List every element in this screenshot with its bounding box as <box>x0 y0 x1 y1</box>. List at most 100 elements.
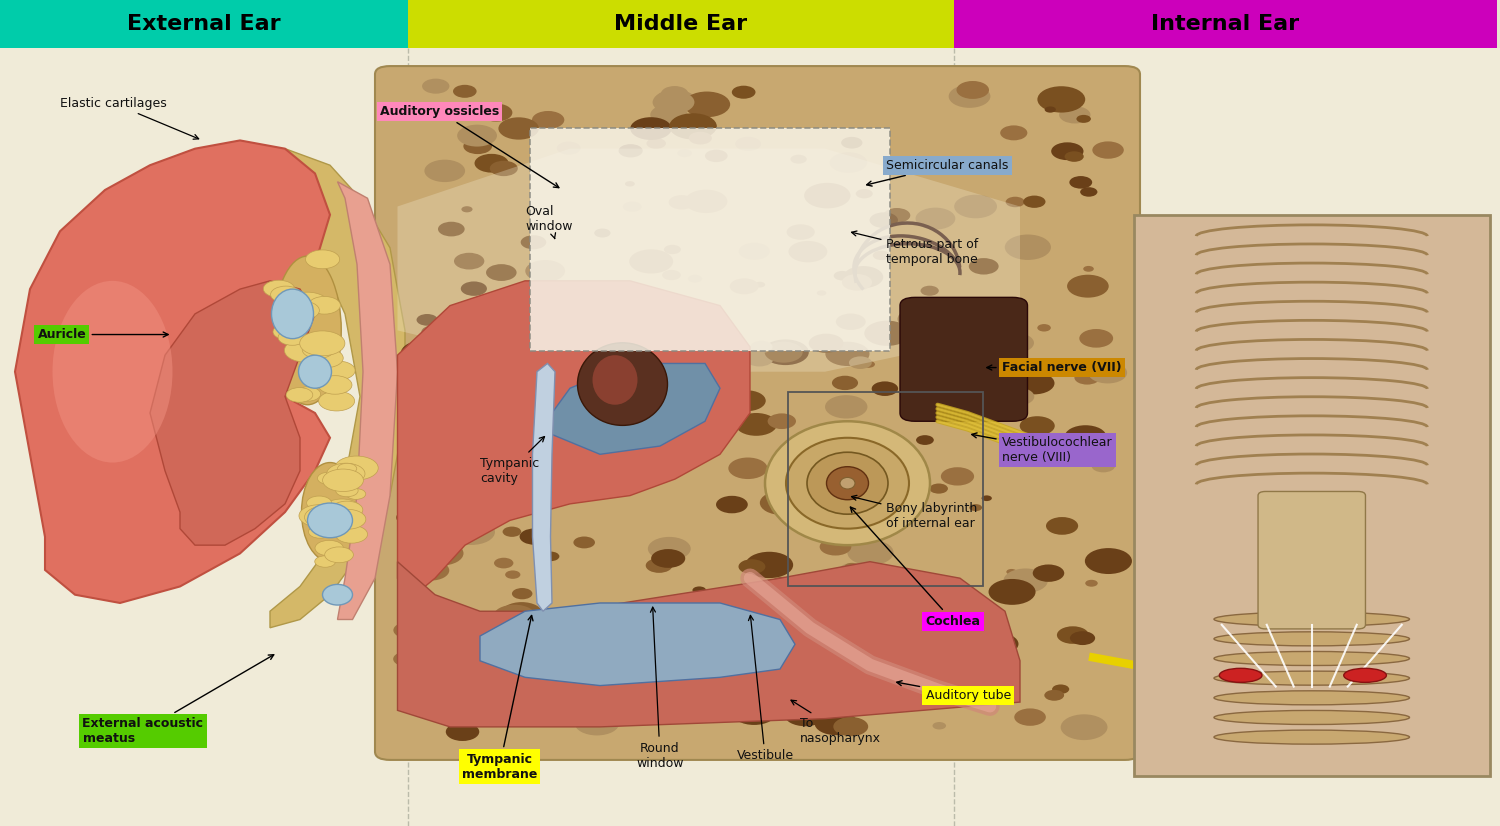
FancyBboxPatch shape <box>530 128 890 351</box>
Circle shape <box>462 206 472 212</box>
Circle shape <box>476 673 522 698</box>
Ellipse shape <box>1214 612 1410 626</box>
Circle shape <box>847 539 894 565</box>
Circle shape <box>514 681 552 702</box>
Circle shape <box>626 181 634 187</box>
Circle shape <box>716 496 748 513</box>
Circle shape <box>618 144 642 158</box>
Text: Internal Ear: Internal Ear <box>1152 14 1299 34</box>
Circle shape <box>830 459 861 477</box>
FancyBboxPatch shape <box>900 297 1028 421</box>
Circle shape <box>285 301 320 320</box>
Text: Auricle: Auricle <box>38 328 168 341</box>
Circle shape <box>486 264 516 281</box>
Circle shape <box>586 458 618 476</box>
Circle shape <box>330 510 366 529</box>
Circle shape <box>594 229 610 238</box>
Circle shape <box>453 85 477 97</box>
Circle shape <box>308 349 344 368</box>
Circle shape <box>870 212 898 228</box>
Text: Bony labyrinth
of internal ear: Bony labyrinth of internal ear <box>852 496 978 530</box>
Circle shape <box>842 137 862 149</box>
Ellipse shape <box>1214 710 1410 724</box>
FancyBboxPatch shape <box>408 0 954 48</box>
Circle shape <box>472 512 488 520</box>
Circle shape <box>746 351 774 367</box>
Text: Round
window: Round window <box>636 607 684 770</box>
Circle shape <box>304 506 346 529</box>
Circle shape <box>336 525 368 544</box>
Circle shape <box>1092 459 1114 472</box>
Circle shape <box>458 670 495 691</box>
Circle shape <box>500 617 542 639</box>
Circle shape <box>324 547 354 563</box>
Circle shape <box>447 681 460 688</box>
Circle shape <box>988 579 1035 605</box>
Circle shape <box>518 628 537 638</box>
Text: Semicircular canals: Semicircular canals <box>867 159 1010 186</box>
Circle shape <box>1052 142 1083 160</box>
Circle shape <box>453 489 471 499</box>
Circle shape <box>614 616 644 633</box>
Circle shape <box>729 278 759 294</box>
Circle shape <box>454 253 484 269</box>
Circle shape <box>729 458 768 479</box>
Circle shape <box>630 117 672 140</box>
Circle shape <box>270 286 302 303</box>
Circle shape <box>444 446 480 466</box>
Circle shape <box>278 330 306 345</box>
Circle shape <box>651 104 688 125</box>
Circle shape <box>422 78 450 93</box>
Circle shape <box>651 549 686 567</box>
Text: Auditory tube: Auditory tube <box>897 681 1011 702</box>
Circle shape <box>610 695 656 719</box>
Text: Cochlea: Cochlea <box>850 507 981 628</box>
Circle shape <box>654 89 696 112</box>
FancyBboxPatch shape <box>375 66 1140 760</box>
Polygon shape <box>398 281 750 603</box>
Circle shape <box>790 154 807 164</box>
Circle shape <box>746 552 794 578</box>
Circle shape <box>786 225 814 240</box>
Circle shape <box>450 497 464 505</box>
Text: Oval
window: Oval window <box>525 205 573 239</box>
Circle shape <box>393 622 424 638</box>
Circle shape <box>264 280 294 297</box>
Circle shape <box>922 660 952 676</box>
Ellipse shape <box>322 585 352 605</box>
Circle shape <box>1005 235 1052 260</box>
Circle shape <box>405 675 423 684</box>
FancyBboxPatch shape <box>1134 215 1490 776</box>
Circle shape <box>309 525 332 539</box>
Circle shape <box>572 405 592 416</box>
Circle shape <box>450 531 466 540</box>
Circle shape <box>1058 361 1082 374</box>
Ellipse shape <box>1214 730 1410 744</box>
Circle shape <box>1084 548 1132 574</box>
Circle shape <box>332 501 363 519</box>
Circle shape <box>819 538 852 556</box>
Circle shape <box>808 577 850 601</box>
Circle shape <box>681 687 699 698</box>
Circle shape <box>974 407 986 413</box>
Circle shape <box>732 700 777 725</box>
Circle shape <box>933 722 946 729</box>
Circle shape <box>844 563 859 571</box>
Circle shape <box>1032 566 1058 579</box>
Circle shape <box>1000 126 1028 140</box>
Circle shape <box>525 260 566 282</box>
Circle shape <box>833 376 858 390</box>
Circle shape <box>828 620 839 627</box>
Circle shape <box>1014 709 1046 726</box>
Polygon shape <box>480 603 795 686</box>
Circle shape <box>1038 324 1052 331</box>
Circle shape <box>476 383 514 405</box>
Polygon shape <box>150 281 315 545</box>
Circle shape <box>892 656 920 670</box>
Circle shape <box>1092 141 1124 159</box>
Circle shape <box>792 482 814 494</box>
Ellipse shape <box>1214 632 1410 646</box>
Ellipse shape <box>840 477 855 489</box>
Circle shape <box>842 274 872 291</box>
Circle shape <box>768 413 796 429</box>
